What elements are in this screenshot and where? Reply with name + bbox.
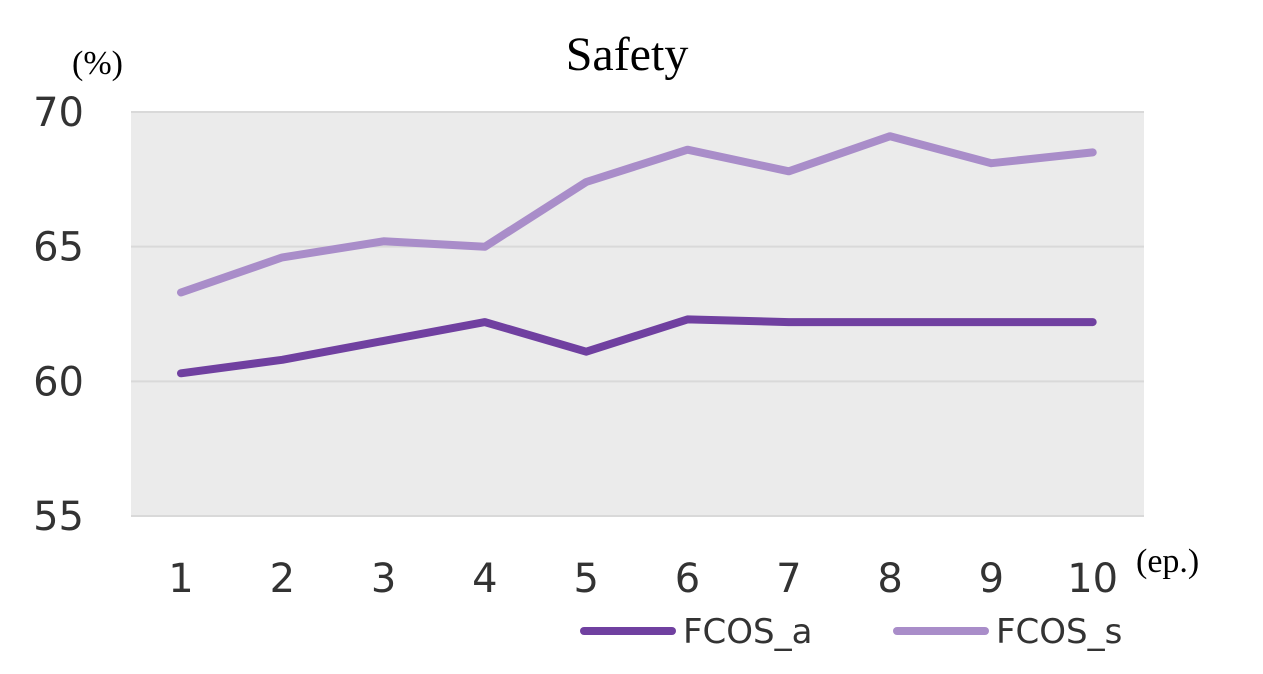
y-tick-label-65: 65 <box>33 225 84 271</box>
x-tick-label-3: 3 <box>371 556 396 602</box>
series-line-fcos-a <box>177 315 1097 378</box>
x-tick-label-1: 1 <box>168 556 193 602</box>
series-lines <box>177 132 1097 378</box>
y-axis-unit: (%) <box>72 45 123 82</box>
series-line-fcos-s <box>177 132 1097 297</box>
x-tick-label-7: 7 <box>776 556 801 602</box>
y-tick-label-70: 70 <box>33 90 84 136</box>
y-axis-ticks: 55 60 65 70 <box>33 90 84 540</box>
x-axis-ticks: 1 2 3 4 5 6 7 8 9 10 <box>168 556 1118 602</box>
x-tick-label-10: 10 <box>1067 556 1118 602</box>
gridlines <box>131 111 1144 517</box>
x-tick-label-2: 2 <box>270 556 295 602</box>
legend: FCOS_a FCOS_s <box>580 612 1122 652</box>
plot-area <box>131 112 1144 516</box>
x-axis-unit: (ep.) <box>1136 543 1199 580</box>
x-tick-label-4: 4 <box>472 556 497 602</box>
x-tick-label-8: 8 <box>877 556 902 602</box>
y-tick-label-55: 55 <box>33 494 84 540</box>
x-tick-label-5: 5 <box>573 556 598 602</box>
chart-title: Safety <box>566 28 689 81</box>
x-tick-label-6: 6 <box>675 556 700 602</box>
x-tick-label-9: 9 <box>979 556 1004 602</box>
legend-label-fcos-s: FCOS_s <box>996 612 1122 652</box>
legend-label-fcos-a: FCOS_a <box>683 612 812 652</box>
y-tick-label-60: 60 <box>33 359 84 405</box>
